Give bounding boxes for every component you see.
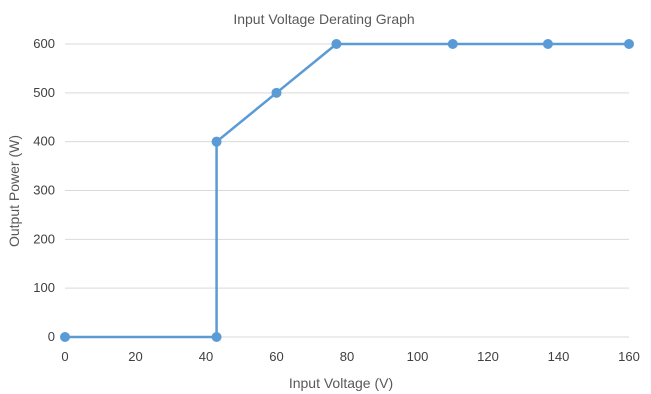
x-tick-label: 20 [128, 349, 142, 364]
x-tick-label: 40 [199, 349, 213, 364]
chart-title: Input Voltage Derating Graph [233, 11, 414, 27]
data-point [60, 332, 70, 342]
data-point [271, 87, 282, 98]
y-tick-label: 500 [33, 85, 55, 100]
x-tick-label: 120 [477, 349, 499, 364]
data-point [624, 39, 634, 49]
data-point [211, 332, 222, 342]
data-point [211, 136, 222, 147]
x-tick-label: 80 [340, 349, 354, 364]
y-tick-label: 300 [33, 183, 55, 198]
series-line [65, 42, 629, 339]
x-tick-label: 60 [269, 349, 283, 364]
x-axis-title: Input Voltage (V) [289, 375, 393, 391]
x-tick-label: 0 [61, 349, 68, 364]
y-tick-label: 0 [48, 329, 55, 344]
gridlines [65, 43, 629, 338]
x-tick-labels: 0 20 40 60 80 100 120 140 160 [61, 349, 639, 364]
data-point [447, 39, 458, 49]
x-tick-label: 160 [618, 349, 640, 364]
series-layer [60, 39, 634, 342]
y-tick-label: 400 [33, 134, 55, 149]
y-tick-label: 100 [33, 280, 55, 295]
x-tick-label: 140 [548, 349, 570, 364]
x-tick-label: 100 [407, 349, 429, 364]
y-axis-title: Output Power (W) [6, 135, 22, 247]
y-tick-labels: 0 100 200 300 400 500 600 [33, 36, 55, 344]
y-tick-label: 600 [33, 36, 55, 51]
data-point [542, 39, 553, 49]
y-tick-label: 200 [33, 231, 55, 246]
data-point [331, 39, 342, 49]
